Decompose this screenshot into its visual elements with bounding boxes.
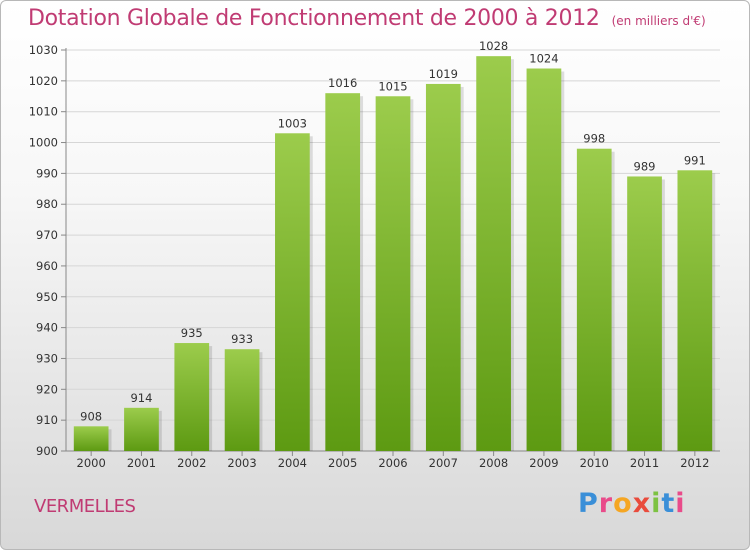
logo-letter: P — [578, 488, 599, 519]
y-tick-label: 960 — [36, 259, 58, 273]
data-label: 933 — [231, 332, 253, 346]
y-tick-label: 980 — [36, 197, 58, 211]
x-tick-label: 2007 — [429, 456, 458, 470]
y-tick-label: 900 — [36, 444, 58, 458]
y-tick-label: 920 — [36, 382, 58, 396]
y-tick-label: 1010 — [29, 105, 58, 119]
bar — [124, 407, 159, 451]
data-label: 989 — [634, 159, 656, 173]
y-tick-label: 1020 — [29, 74, 58, 88]
x-tick-label: 2010 — [580, 456, 609, 470]
x-tick-label: 2005 — [328, 456, 357, 470]
x-tick-label: 2006 — [378, 456, 407, 470]
bar — [677, 170, 713, 452]
bar — [73, 426, 109, 451]
bar — [224, 349, 260, 451]
x-tick-label: 2001 — [127, 456, 156, 470]
data-label: 991 — [684, 153, 706, 167]
bar — [174, 343, 210, 451]
bar — [576, 148, 612, 451]
bar — [275, 133, 310, 452]
logo-letter: t — [661, 488, 676, 519]
logo-letter: r — [598, 488, 614, 519]
logo-letter: i — [675, 488, 686, 519]
bar — [627, 176, 662, 451]
data-label: 1003 — [278, 116, 307, 130]
x-tick-label: 2012 — [680, 456, 709, 470]
y-tick-label: 1000 — [29, 136, 58, 150]
bar — [476, 56, 511, 452]
x-tick-label: 2011 — [630, 456, 659, 470]
bar — [375, 96, 411, 452]
x-tick-label: 2003 — [227, 456, 256, 470]
data-label: 935 — [181, 326, 203, 340]
bar — [526, 68, 562, 451]
chart-title: Dotation Globale de Fonctionnement de 20… — [28, 6, 706, 31]
x-tick-label: 2009 — [529, 456, 558, 470]
data-label: 908 — [80, 409, 102, 423]
data-label: 1024 — [529, 52, 558, 66]
chart-subtitle: (en milliers d'€) — [611, 14, 706, 28]
logo-letter: x — [632, 488, 652, 519]
y-tick-label: 990 — [36, 166, 58, 180]
data-label: 998 — [583, 132, 605, 146]
bar — [425, 83, 461, 451]
y-tick-label: 950 — [36, 290, 58, 304]
y-tick-label: 940 — [36, 321, 58, 335]
y-tick-label: 930 — [36, 351, 58, 365]
bar — [325, 93, 361, 451]
city-name: VERMELLES — [34, 496, 136, 517]
logo-letter: o — [613, 488, 633, 519]
data-label: 1019 — [429, 67, 458, 81]
y-tick-label: 910 — [36, 413, 58, 427]
x-tick-label: 2008 — [479, 456, 508, 470]
logo-letter: i — [651, 488, 662, 519]
x-tick-label: 2000 — [77, 456, 106, 470]
data-label: 1016 — [328, 76, 357, 90]
y-tick-label: 970 — [36, 228, 58, 242]
x-tick-label: 2004 — [278, 456, 307, 470]
data-label: 914 — [130, 391, 152, 405]
data-label: 1028 — [479, 39, 508, 53]
x-tick-label: 2002 — [177, 456, 206, 470]
data-label: 1015 — [378, 79, 407, 93]
y-tick-label: 1030 — [29, 43, 58, 57]
proxiti-logo: Proxiti — [578, 488, 686, 519]
